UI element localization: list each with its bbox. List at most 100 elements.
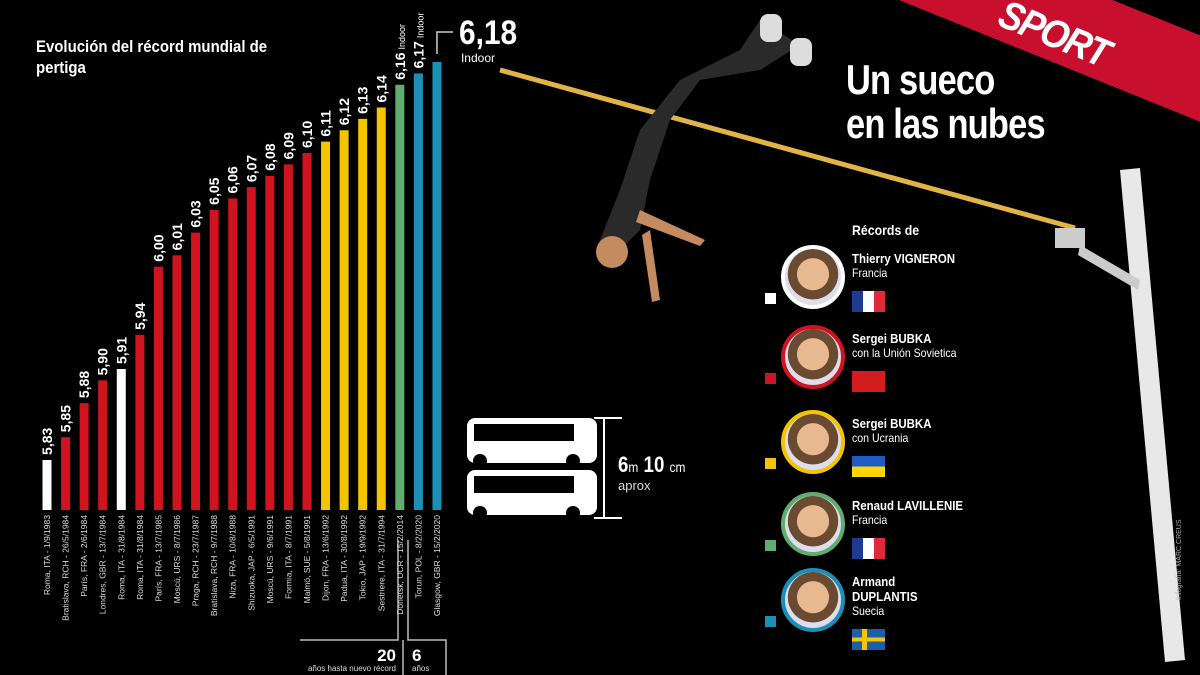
value-label: 6,05 bbox=[206, 177, 222, 204]
indoor-label: Indoor bbox=[461, 51, 495, 65]
bar bbox=[432, 62, 442, 510]
legend-swatch bbox=[765, 373, 776, 384]
chart-title: Evolución del récord mundial de pertiga bbox=[36, 37, 268, 77]
bar bbox=[42, 459, 52, 510]
bar bbox=[98, 380, 108, 510]
france-flag-icon bbox=[852, 291, 885, 312]
bar bbox=[79, 403, 89, 510]
bar bbox=[172, 255, 182, 510]
athlete-name: Thierry VIGNERON bbox=[852, 251, 955, 266]
bar bbox=[302, 152, 312, 510]
legend-name: Renaud LAVILLENIE Francia bbox=[852, 498, 963, 528]
x-tick-label: Glasgow, GBR - 15/2/2020 bbox=[432, 515, 442, 616]
gap-label: años bbox=[412, 664, 429, 673]
height-note: 6m 10 cm bbox=[618, 452, 685, 478]
unit-cm: cm bbox=[669, 459, 686, 475]
x-tick-label: Londres, GBR - 13/7/1984 bbox=[98, 515, 108, 615]
crossbar bbox=[499, 67, 1076, 231]
x-tick-label: París, FRA - 13/7/1985 bbox=[153, 515, 163, 602]
value-label: 5,85 bbox=[58, 405, 74, 432]
bar bbox=[321, 141, 331, 510]
value-label: 6,03 bbox=[188, 200, 204, 227]
legend-name: Sergei BUBKA con la Unión Sovietica bbox=[852, 331, 956, 361]
avatar bbox=[781, 325, 845, 389]
legend-name: Armand DUPLANTIS Suecia bbox=[852, 574, 917, 619]
x-tick-label: Tokio, JAP - 19/9/1992 bbox=[358, 515, 368, 601]
indoor-label: Indoor bbox=[397, 24, 407, 50]
avatar bbox=[781, 568, 845, 632]
value-label: 6,06 bbox=[225, 166, 241, 193]
value-label: 6,12 bbox=[336, 98, 352, 125]
legend-swatch bbox=[765, 616, 776, 627]
value-label: 6,11 bbox=[318, 110, 334, 137]
headline-line: Un sueco bbox=[846, 56, 995, 103]
athlete-name: DUPLANTIS bbox=[852, 589, 918, 604]
x-tick-label: Formia, ITA - 8/7/1991 bbox=[283, 515, 293, 599]
credit: Infografía: MARC CREUS bbox=[1176, 519, 1183, 600]
athlete-illustration bbox=[596, 14, 812, 302]
legend-item: Sergei BUBKA con Ucrania bbox=[765, 410, 1005, 490]
bar bbox=[135, 334, 145, 510]
bar bbox=[413, 73, 423, 510]
headline-line: en las nubes bbox=[846, 100, 1046, 147]
legend-item: Renaud LAVILLENIE Francia bbox=[765, 492, 1005, 572]
legend-name: Thierry VIGNERON Francia bbox=[852, 251, 955, 281]
legend-title: Récords de bbox=[852, 222, 920, 238]
bus-icon bbox=[467, 417, 622, 520]
ussr-flag-icon bbox=[852, 371, 885, 392]
x-tick-label: Donetsk, UCR - 15/2/2014 bbox=[395, 515, 405, 615]
ukraine-flag-icon bbox=[852, 456, 885, 477]
legend-swatch bbox=[765, 458, 776, 469]
value-label: 6,13 bbox=[355, 86, 371, 113]
indoor-label: Indoor bbox=[415, 13, 425, 39]
athlete-name: Renaud LAVILLENIE bbox=[852, 498, 964, 513]
bar bbox=[61, 437, 71, 510]
bar bbox=[283, 164, 293, 511]
value-label: 5,88 bbox=[76, 371, 92, 398]
avatar bbox=[781, 245, 845, 309]
athlete-name: Sergei BUBKA bbox=[852, 416, 932, 431]
athlete-name: Armand bbox=[852, 574, 896, 589]
x-tick-label: París, FRA - 2/6/1984 bbox=[79, 515, 89, 597]
value-label: 6,18 bbox=[459, 13, 517, 51]
value-label: 6,17Indoor bbox=[410, 13, 426, 69]
x-tick-label: Bratislava, RCH - 9/7/1988 bbox=[209, 515, 219, 616]
athlete-country: con la Unión Sovietica bbox=[852, 346, 957, 360]
value-label: 5,94 bbox=[132, 302, 148, 329]
x-tick-label: Niza, FRA - 10/8/1988 bbox=[228, 515, 238, 599]
value-label: 6,07 bbox=[243, 155, 259, 182]
france-flag-icon bbox=[852, 538, 885, 559]
x-tick-label: Torun, POL - 8/2/2020 bbox=[413, 515, 423, 599]
value-label: 6,08 bbox=[262, 143, 278, 170]
avatar bbox=[781, 492, 845, 556]
legend-name: Sergei BUBKA con Ucrania bbox=[852, 416, 931, 446]
athlete-name: Sergei BUBKA bbox=[852, 331, 932, 346]
x-tick-label: Moscú, URS - 8/7/1986 bbox=[172, 515, 182, 604]
athlete-country: Francia bbox=[852, 513, 888, 527]
x-tick-label: Sestriere, ITA - 31/7/1994 bbox=[376, 515, 386, 611]
x-tick-label: Roma, ITA - 31/8/1984 bbox=[116, 515, 126, 600]
height-cm: 10 bbox=[643, 452, 665, 477]
pole-stand bbox=[1055, 168, 1185, 662]
x-tick-label: Malmö, SUE - 5/8/1991 bbox=[302, 515, 312, 604]
x-tick-label: Roma, ITA - 31/8/1984 bbox=[135, 515, 145, 600]
bar bbox=[339, 130, 349, 510]
bar bbox=[209, 209, 219, 510]
bar bbox=[228, 198, 238, 510]
avatar bbox=[781, 410, 845, 474]
bar bbox=[395, 84, 405, 511]
bar bbox=[265, 175, 275, 511]
bar bbox=[153, 266, 163, 510]
value-label: 6,16Indoor bbox=[392, 24, 408, 80]
value-label: 6,00 bbox=[150, 234, 166, 261]
x-tick-label: Shizuoka, JAP - 6/5/1991 bbox=[246, 515, 256, 611]
x-tick-label: Padua, ITA - 30/8/1992 bbox=[339, 515, 349, 602]
value-label: 5,91 bbox=[113, 337, 129, 364]
value-label: 5,83 bbox=[39, 428, 55, 455]
sweden-flag-icon bbox=[852, 629, 885, 650]
x-tick-label: Praga, RCH - 23/7/1987 bbox=[191, 515, 201, 606]
athlete-country: con Ucrania bbox=[852, 431, 909, 445]
gap-value: 20 bbox=[377, 646, 396, 665]
athlete-country: Suecia bbox=[852, 604, 885, 618]
